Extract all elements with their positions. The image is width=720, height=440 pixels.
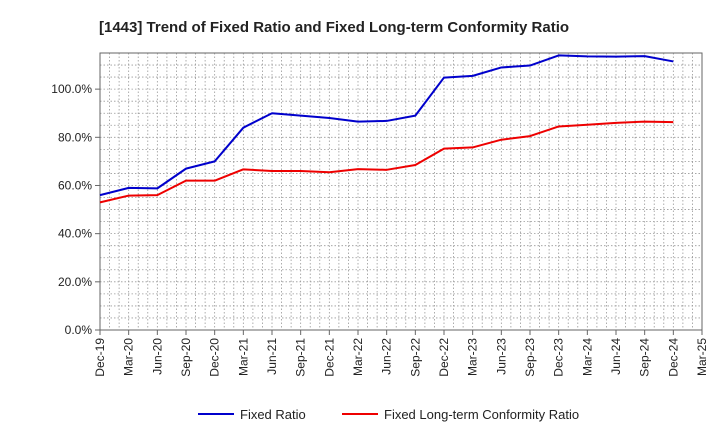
x-tick-label: Jun-21 <box>265 338 279 375</box>
legend-item-fixed-long-term-conformity-ratio: Fixed Long-term Conformity Ratio <box>384 407 579 422</box>
x-tick-label: Dec-19 <box>93 338 107 377</box>
x-tick-label: Sep-23 <box>523 338 537 377</box>
series-line-fixed-ratio <box>99 54 674 197</box>
series-line-fixed-long-term-conformity-ratio <box>99 120 674 204</box>
x-tick-label: Mar-22 <box>351 338 365 376</box>
x-tick-label: Sep-20 <box>179 338 193 377</box>
x-tick-label: Mar-21 <box>236 338 250 376</box>
legend: Fixed Ratio Fixed Long-term Conformity Ra… <box>198 407 579 422</box>
x-tick-label: Dec-20 <box>208 338 222 377</box>
x-tick-label: Jun-24 <box>609 338 623 375</box>
y-tick-label: 20.0% <box>58 275 92 289</box>
series-lines <box>99 54 674 204</box>
legend-item-fixed-ratio: Fixed Ratio <box>240 407 306 422</box>
x-tick-label: Dec-21 <box>322 338 336 377</box>
y-axis-ticks: 0.0% 20.0% 40.0% 60.0% 80.0% 100.0% <box>51 82 100 337</box>
y-tick-label: 40.0% <box>58 227 92 241</box>
y-tick-label: 100.0% <box>51 82 92 96</box>
chart-title: [1443] Trend of Fixed Ratio and Fixed Lo… <box>99 19 569 36</box>
x-tick-label: Mar-20 <box>122 338 136 376</box>
x-tick-label: Sep-24 <box>638 338 652 377</box>
y-tick-label: 0.0% <box>65 323 93 337</box>
x-tick-label: Sep-22 <box>408 338 422 377</box>
grid <box>100 52 702 331</box>
plot-frame <box>99 52 703 331</box>
x-tick-label: Dec-22 <box>437 338 451 377</box>
x-tick-label: Mar-23 <box>466 338 480 376</box>
y-tick-label: 60.0% <box>58 178 92 192</box>
x-axis-ticks: Dec-19 Mar-20 Jun-20 Sep-20 Dec-20 Mar-21 Jun-… <box>93 330 709 377</box>
x-tick-label: Jun-20 <box>150 338 164 375</box>
x-tick-label: Mar-24 <box>580 338 594 376</box>
y-tick-label: 80.0% <box>58 130 92 144</box>
x-tick-label: Jun-22 <box>380 338 394 375</box>
x-tick-label: Dec-24 <box>666 338 680 377</box>
x-tick-label: Mar-25 <box>695 338 709 376</box>
x-tick-label: Dec-23 <box>552 338 566 377</box>
x-tick-label: Jun-23 <box>494 338 508 375</box>
x-tick-label: Sep-21 <box>294 338 308 377</box>
